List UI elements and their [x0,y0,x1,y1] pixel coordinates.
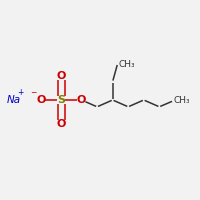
Text: CH₃: CH₃ [174,96,191,105]
Text: O: O [56,119,66,129]
Text: Na: Na [6,95,21,105]
Text: O: O [56,71,66,81]
Text: O: O [36,95,45,105]
Text: S: S [57,95,65,105]
Text: −: − [30,88,36,97]
Text: CH₃: CH₃ [118,60,135,69]
Text: O: O [77,95,86,105]
Text: +: + [18,88,24,97]
